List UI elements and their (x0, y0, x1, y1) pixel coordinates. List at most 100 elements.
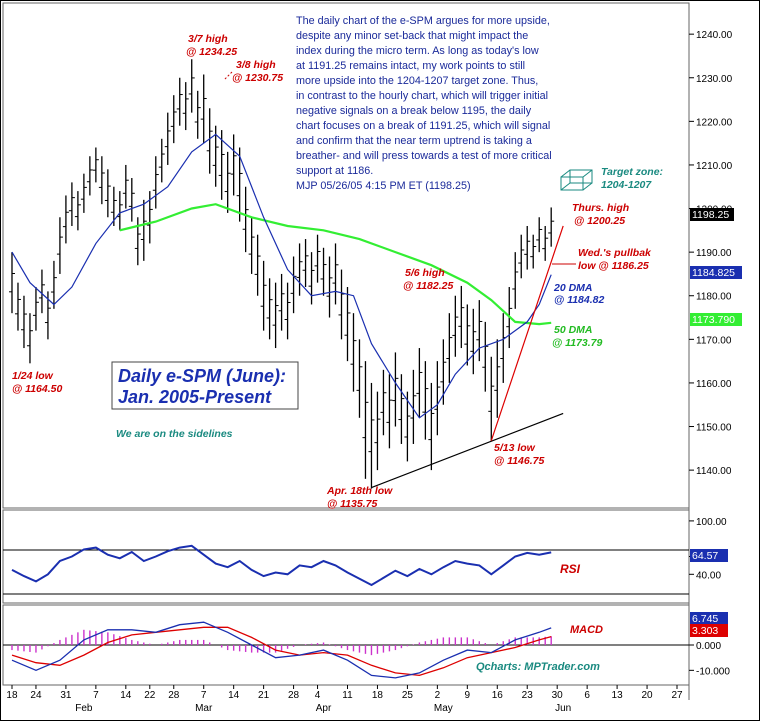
x-month-label: Jun (555, 703, 571, 714)
x-tick-label: 11 (342, 690, 353, 701)
annotation-20dma: 20 DMA (553, 282, 593, 294)
x-tick-label: 28 (168, 690, 180, 701)
macd-line (11, 621, 552, 679)
x-tick-label: 24 (30, 690, 42, 701)
annotation-mar8-value: @ 1230.75 (232, 72, 283, 84)
trendline-support (371, 412, 564, 489)
annotation-thurs-high: Thurs. high (572, 202, 629, 214)
x-axis-months: Feb Mar Apr May Jun (75, 703, 571, 714)
price-tick-label: 1240.00 (696, 30, 733, 41)
macd-label: MACD (570, 624, 603, 636)
rsi-label: RSI (560, 562, 581, 576)
macd-tick-label: -10.000 (696, 666, 730, 677)
price-tick-label: 1180.00 (696, 292, 732, 303)
x-tick-label: 28 (288, 690, 300, 701)
commentary-line: The daily chart of the e-SPM argues for … (296, 15, 550, 27)
last-price-tag: 1198.25 (690, 208, 734, 221)
x-tick-label: 14 (120, 690, 132, 701)
signal-value-label: 3.303 (692, 625, 718, 637)
price-tick-label: 1220.00 (696, 117, 733, 128)
dma50-tag-label: 1173.790 (692, 314, 735, 326)
x-month-label: Mar (195, 703, 213, 714)
x-tick-label: 27 (671, 690, 683, 701)
commentary: The daily chart of the e-SPM argues for … (296, 15, 555, 192)
annotation-jan24-value: @ 1164.50 (12, 383, 62, 395)
dma50-line (119, 203, 552, 326)
dma50-tag: 1173.790 (690, 313, 742, 326)
chart-title-line2: Jan. 2005-Present (118, 387, 272, 407)
target-zone-cube-icon (560, 169, 593, 191)
annotation-mar8-leader (223, 71, 233, 81)
annotation-target-zone: Target zone: (601, 166, 663, 178)
price-tick-label: 1170.00 (696, 335, 732, 346)
annotation-may6-value: @ 1182.25 (403, 280, 453, 292)
x-tick-label: 20 (641, 690, 653, 701)
annotation-mar7-high: 3/7 high (188, 33, 228, 45)
x-tick-label: 21 (258, 690, 270, 701)
price-tick-label: 1190.00 (696, 248, 732, 259)
price-panel (2, 2, 690, 509)
annotation-wed-pullback: Wed.'s pullbak (578, 247, 652, 259)
commentary-line: negative signals on a break below 1195, … (296, 105, 532, 117)
dma20-tag: 1184.825 (690, 266, 742, 279)
x-tick-label: 7 (201, 690, 207, 701)
x-tick-label: 31 (60, 690, 72, 701)
macd-tick-label: 0.000 (696, 641, 721, 652)
sidelines-note: We are on the sidelines (116, 428, 233, 440)
price-tick-label: 1160.00 (696, 379, 732, 390)
annotation-target-range: 1204-1207 (601, 179, 652, 191)
x-tick-label: 18 (6, 690, 18, 701)
commentary-line: at 1191.25 remains intact, my work point… (296, 60, 525, 72)
x-tick-label: 14 (228, 690, 240, 701)
annotation-mar8-high: 3/8 high (236, 59, 276, 71)
x-tick-label: 25 (402, 690, 414, 701)
price-gridlines (689, 33, 694, 471)
commentary-line: index during the micro term. As long as … (296, 45, 539, 57)
commentary-line: breather- and will press towards a test … (296, 150, 552, 162)
x-month-label: Apr (316, 703, 332, 714)
price-tick-label: 1230.00 (696, 74, 733, 85)
annotation-may6-high: 5/6 high (405, 267, 445, 279)
x-tick-label: 9 (465, 690, 471, 701)
x-month-label: Feb (75, 703, 93, 714)
rsi-tick-label: 100.00 (696, 517, 727, 528)
signal-value-tag: 3.303 (690, 624, 728, 637)
commentary-line: MJP 05/26/05 4:15 PM ET (1198.25) (296, 180, 471, 192)
annotation-apr18-low: Apr. 18th low (326, 485, 393, 497)
x-axis-ticks: 18 24 31 7 14 22 28 7 14 21 28 4 11 18 25 2 9 16 23 30 6 13 20… (6, 685, 683, 701)
x-tick-label: 13 (612, 690, 624, 701)
macd-value-label: 6.745 (692, 613, 718, 625)
commentary-line: in contrast to the hourly chart, which w… (296, 90, 548, 102)
price-tick-label: 1140.00 (696, 466, 732, 477)
annotation-50dma-value: @ 1173.79 (552, 337, 602, 349)
price-tick-label: 1150.00 (696, 423, 732, 434)
annotation-jan24-low: 1/24 low (12, 370, 54, 382)
x-tick-label: 7 (93, 690, 99, 701)
ohlc-bars (8, 59, 555, 489)
annotation-wed-value: low @ 1186.25 (578, 260, 649, 272)
title-box (111, 361, 299, 410)
rsi-last-label: 64.57 (692, 550, 718, 562)
rsi-last-tag: 64.57 (690, 549, 728, 562)
credit: Qcharts: MPTrader.com (476, 661, 600, 673)
x-tick-label: 30 (552, 690, 564, 701)
trendlines (371, 225, 564, 489)
x-month-label: May (434, 703, 453, 714)
x-tick-label: 6 (584, 690, 590, 701)
chart-title-line1: Daily e-SPM (June): (118, 366, 286, 386)
x-tick-label: 16 (492, 690, 504, 701)
rsi-line (11, 544, 552, 587)
dma20-line (11, 133, 552, 419)
x-tick-label: 18 (372, 690, 384, 701)
commentary-line: support at 1186. (296, 165, 373, 177)
annotation-thurs-value: @ 1200.25 (574, 215, 625, 227)
rsi-panel (2, 509, 690, 604)
macd-axis-ticks: 0.000 -10.000 (689, 641, 730, 677)
annotation-50dma: 50 DMA (554, 324, 593, 336)
macd-value-tag: 6.745 (690, 612, 728, 625)
annotation-may13-low: 5/13 low (494, 442, 536, 454)
x-tick-label: 4 (315, 690, 321, 701)
annotation-mar7-value: @ 1234.25 (186, 46, 237, 58)
commentary-line: more upside into the 1204-1207 target zo… (296, 75, 538, 87)
